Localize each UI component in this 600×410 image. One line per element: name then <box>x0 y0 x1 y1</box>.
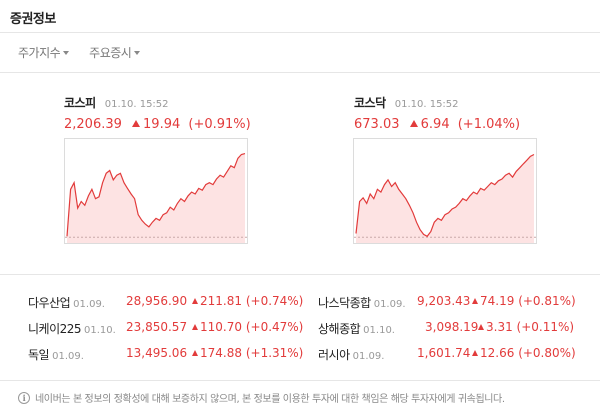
market-date: 01.09. <box>73 299 105 310</box>
up-arrow-icon <box>132 120 141 127</box>
market-name: 나스닥종합 <box>318 296 371 310</box>
market-change: 211.81 (+0.74%) <box>192 294 303 308</box>
divider <box>0 274 600 275</box>
market-change: 174.88 (+1.31%) <box>192 346 303 360</box>
market-date: 01.09. <box>373 299 406 310</box>
up-arrow-icon <box>192 350 198 356</box>
market-date: 01.09. <box>352 351 385 362</box>
market-value: 23,850.57 <box>126 320 188 334</box>
area-chart-svg <box>354 153 536 243</box>
market-row[interactable]: 독일 01.09. <box>28 346 84 363</box>
market-row[interactable]: 니케이225 01.10. <box>28 320 116 337</box>
tab-bar: 주가지수 주요증시 <box>18 44 141 61</box>
market-value: 9,203.43 <box>417 294 471 308</box>
index-kosdaq[interactable]: 코스닥 01.10. 15:52 673.03 6.94 (+1.04%) <box>354 92 520 132</box>
index-value: 2,206.39 <box>64 117 122 132</box>
market-change: 12.66 (+0.80%) <box>472 346 576 360</box>
index-time: 01.10. 15:52 <box>104 99 169 110</box>
caret-down-icon <box>63 51 70 55</box>
index-value: 673.03 <box>354 117 400 132</box>
disclaimer-text: 네이버는 본 정보의 정확성에 대해 보증하지 않으며, 본 정보를 이용한 투… <box>35 394 505 405</box>
market-name: 다우산업 <box>28 296 71 310</box>
market-date: 01.10. <box>84 325 116 336</box>
up-arrow-icon <box>409 120 418 127</box>
divider <box>0 32 600 33</box>
market-value: 1,601.74 <box>417 346 471 360</box>
index-change: 19.94 <box>143 117 181 132</box>
page-title: 증권정보 <box>10 12 56 27</box>
divider <box>0 72 600 73</box>
kospi-chart[interactable] <box>64 138 248 244</box>
caret-down-icon <box>134 51 141 55</box>
disclaimer: i 네이버는 본 정보의 정확성에 대해 보증하지 않으며, 본 정보를 이용한… <box>18 390 505 405</box>
up-arrow-icon <box>192 298 198 304</box>
tab-major-markets[interactable]: 주요증시 <box>89 44 141 61</box>
tab-index[interactable]: 주가지수 <box>18 44 70 61</box>
market-date: 01.10. <box>363 325 395 336</box>
market-name: 독일 <box>28 348 50 362</box>
index-name: 코스닥 <box>354 96 386 110</box>
index-change: 6.94 <box>420 117 450 132</box>
up-arrow-icon <box>192 324 198 330</box>
market-row[interactable]: 러시아 01.09. <box>318 346 384 363</box>
series-line <box>66 153 246 237</box>
market-change: 110.70 (+0.47%) <box>192 320 303 334</box>
up-arrow-icon <box>478 324 484 330</box>
info-icon: i <box>18 391 30 404</box>
index-name: 코스피 <box>64 96 96 110</box>
market-name: 상해종합 <box>318 322 361 336</box>
market-change: 3.31 (+0.11%) <box>478 320 574 334</box>
area-fill <box>356 154 534 243</box>
up-arrow-icon <box>472 298 478 304</box>
up-arrow-icon <box>472 350 478 356</box>
area-fill <box>67 153 245 243</box>
tab-index-label: 주가지수 <box>18 46 61 60</box>
index-percent: (+0.91%) <box>188 117 251 132</box>
index-percent: (+1.04%) <box>457 117 521 132</box>
index-kospi[interactable]: 코스피 01.10. 15:52 2,206.39 19.94 (+0.91%) <box>64 92 251 132</box>
market-value: 13,495.06 <box>126 346 188 360</box>
index-time: 01.10. 15:52 <box>394 99 459 110</box>
market-row[interactable]: 다우산업 01.09. <box>28 294 105 311</box>
market-change: 74.19 (+0.81%) <box>472 294 576 308</box>
kosdaq-chart[interactable] <box>353 138 537 244</box>
market-value: 3,098.19 <box>425 320 479 334</box>
market-value: 28,956.90 <box>126 294 188 308</box>
divider <box>0 380 600 381</box>
market-name: 러시아 <box>318 348 350 362</box>
market-row[interactable]: 상해종합 01.10. <box>318 320 395 337</box>
market-name: 니케이225 <box>28 322 82 336</box>
area-chart-svg <box>65 153 247 243</box>
market-date: 01.09. <box>52 351 84 362</box>
series-line <box>355 153 535 238</box>
market-row[interactable]: 나스닥종합 01.09. <box>318 294 406 311</box>
tab-major-markets-label: 주요증시 <box>89 46 132 60</box>
